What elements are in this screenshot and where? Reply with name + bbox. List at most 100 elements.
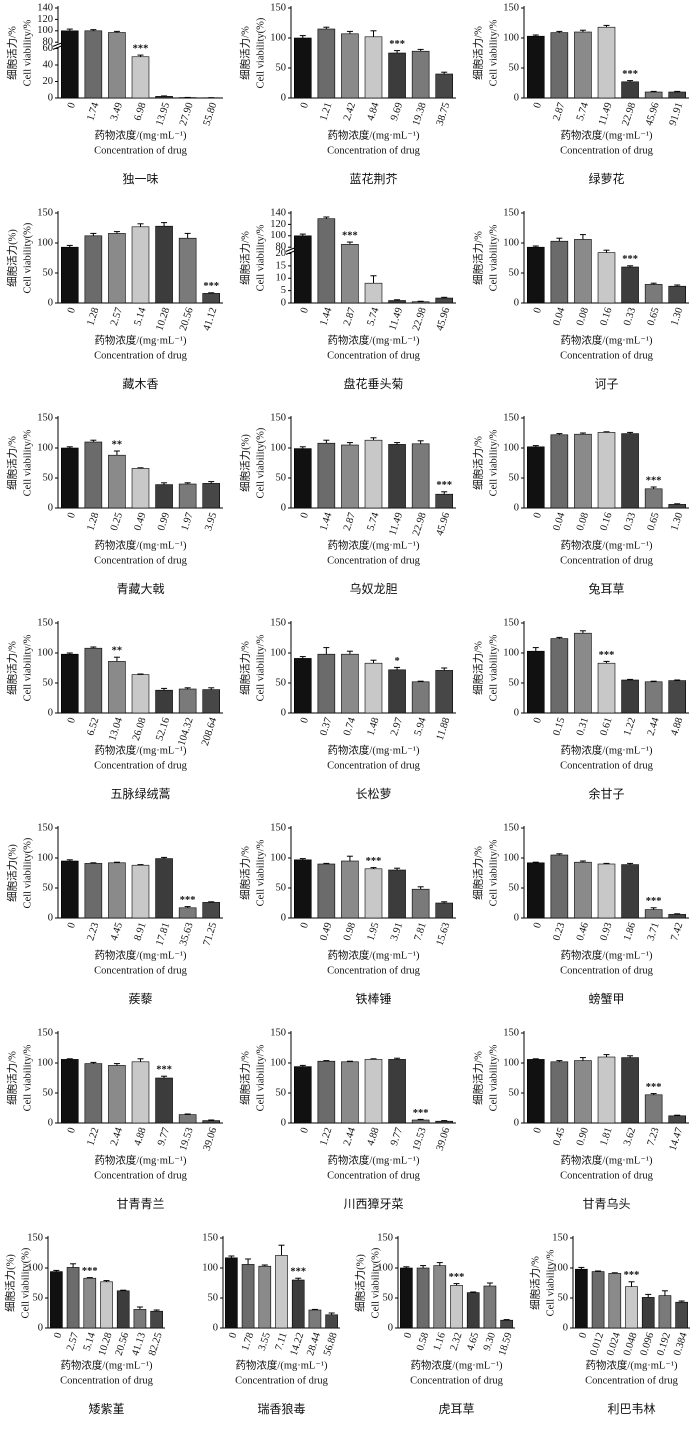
x-tick-label: 18.59 [497,1331,515,1357]
x-tick-label: 1.97 [180,511,196,532]
x-tick-label: 22.98 [411,511,429,537]
x-tick-label: 1.48 [366,716,382,737]
x-axis-label: Concentration of drug [327,1170,420,1181]
y-tick-label: 50 [276,1087,287,1098]
y-tick-label: 80 [43,37,54,48]
bar [241,1264,255,1329]
x-tick-label: 1.16 [432,1331,448,1352]
x-tick-label: 0.012 [588,1331,606,1357]
bar [84,647,103,714]
bar [621,433,639,509]
bar [411,443,430,509]
y-tick-label: 150 [37,412,53,423]
bar [658,1295,672,1329]
bar [450,1285,463,1329]
x-tick-label: 0.04 [551,306,567,328]
x-tick-label: 0.93 [599,921,615,942]
y-tick-label: 0 [48,502,53,513]
x-tick-label: 2.44 [646,716,662,738]
y-tick-label: 50 [43,677,54,688]
bar [550,434,569,509]
x-axis-label: Concentration of drug [560,965,653,976]
bar [178,237,197,304]
bar [668,504,687,509]
bar [155,225,173,304]
significance-label: *** [290,1267,306,1278]
x-tick-label: 19.53 [178,1126,196,1152]
x-tick-label: 1.86 [622,921,638,942]
panel: 0 50 100 150 细胞活力/% Cell viability/% 0 0.15 0.31… [471,617,689,801]
x-axis-label: 药物浓度/(mg·mL⁻¹) [560,948,653,961]
bar [341,244,359,304]
bar [435,1120,454,1124]
chart-title: 瑞香狼毒 [257,1401,305,1416]
y-tick-label: 0 [514,1117,519,1128]
y-tick-label: 0 [281,502,286,513]
y-tick-label: 150 [270,822,286,833]
x-tick-label: 7.81 [413,921,429,942]
bar [84,863,103,919]
x-tick-label: 91.91 [668,101,686,127]
x-tick-label: 28.44 [305,1331,323,1358]
x-axis-label: Concentration of drug [327,350,420,361]
y-tick-label: 150 [27,1232,43,1243]
y-tick-label: 50 [509,472,520,483]
y-tick-label: 100 [270,230,286,241]
x-axis-label: 药物浓度/(mg·mL⁻¹) [94,333,187,346]
y-tick-label: 100 [270,647,286,658]
y-tick-label: 0 [213,1322,218,1333]
x-tick-label: 0 [532,101,544,109]
bar [574,632,592,714]
x-tick-label: 2.44 [342,1126,358,1148]
bar [364,439,383,509]
panel: 0 50 100 150 细胞活力/% Cell viability/% 0 0.04 0.08… [471,207,689,391]
y-tick-label: 50 [208,1292,219,1303]
x-tick-label: 0.192 [655,1331,673,1357]
x-tick-label: 45.96 [435,306,453,332]
bar [364,1059,383,1124]
x-tick-label: 82.25 [147,1331,165,1357]
bar [411,681,430,714]
x-axis-label: 药物浓度/(mg·mL⁻¹) [94,743,187,756]
y-axis-label: Cell viability(%) [255,17,266,88]
x-axis-label: 药物浓度/(mg·mL⁻¹) [585,1358,678,1371]
y-axis-label: 细胞活力/% [471,231,484,285]
x-tick-label: 0.90 [575,1126,591,1147]
x-axis-label: Concentration of drug [560,145,653,156]
y-tick-label: 150 [503,822,519,833]
bar [60,30,79,99]
x-tick-label: 56.88 [322,1331,340,1357]
x-tick-label: 1.30 [669,511,685,532]
y-axis-label: Cell viability/% [488,1044,499,1111]
x-tick-label: 0.45 [551,1126,567,1147]
x-tick-label: 0 [66,716,78,724]
y-tick-label: 150 [37,822,53,833]
bar [550,1061,569,1124]
significance-label: *** [646,475,662,486]
bar [308,1309,322,1329]
panel: 0 50 100 150 细胞活力/% Cell viability/% 0 6.52 ** 13… [5,617,223,801]
x-tick-label: 0.61 [599,716,615,737]
x-tick-label: 0.31 [575,716,591,737]
bar [574,31,592,99]
y-tick-label: 50 [509,1087,520,1098]
x-axis-label: 药物浓度/(mg·mL⁻¹) [560,333,653,346]
y-tick-label: 100 [270,442,286,453]
x-axis-label: 药物浓度/(mg·mL⁻¹) [327,743,420,756]
x-tick-label: 1.30 [669,306,685,327]
panel: 0 50 100 150 细胞活力(%) Cell viability(%) 0 1.44 2.… [238,412,456,596]
significance-label: ** [112,439,123,450]
chart-title: 盘花垂头菊 [343,376,403,391]
x-tick-label: 3.71 [646,921,662,942]
y-axis-label: 细胞活力/% [238,26,251,80]
axis-break [53,43,63,48]
x-tick-label: 71.25 [202,921,220,947]
x-tick-label: 208.64 [200,716,220,748]
x-axis-label: Concentration of drug [327,555,420,566]
y-tick-label: 0 [514,92,519,103]
bar [155,1077,173,1124]
x-tick-label: 7.23 [646,1126,662,1147]
x-tick-label: 22.98 [411,306,429,332]
x-tick-label: 1.74 [85,101,101,123]
